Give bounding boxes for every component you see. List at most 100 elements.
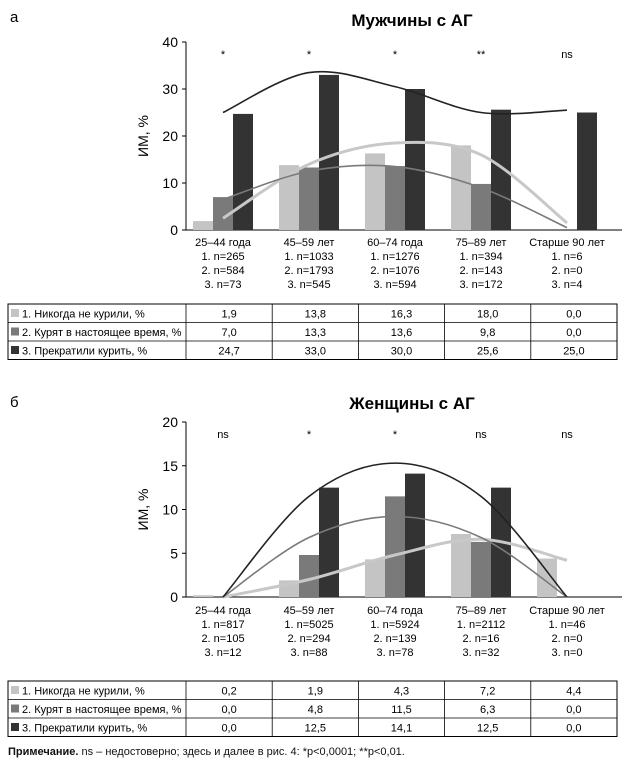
count-label: 2. n=139 [373,633,416,645]
legend-entry: 3. Прекратили курить, % [22,723,147,735]
x-tick-label: 75–89 лет [456,237,507,249]
panel-letter: б [10,394,19,411]
y-tick-label: 10 [162,175,178,191]
count-label: 3. n=4 [552,279,583,291]
table-cell-value: 13,8 [305,309,326,321]
count-label: 1. n=5025 [284,619,333,631]
table-cell-value: 13,6 [391,327,412,339]
y-tick-label: 20 [162,414,178,430]
table-cell-value: 0,0 [566,723,581,735]
count-label: 1. n=5924 [370,619,419,631]
count-label: 1. n=6 [552,251,583,263]
count-label: 1. n=2112 [457,619,505,631]
significance-marker: ns [475,429,487,441]
legend-swatch-2 [11,704,19,713]
significance-marker: ns [561,429,573,441]
count-label: 3. n=78 [376,647,413,659]
table-cell-value: 24,7 [218,346,239,358]
footnote: Примечание. ns – недостоверно; здесь и д… [8,746,618,758]
table-cell-value: 16,3 [391,309,412,321]
significance-marker: ns [217,429,229,441]
count-label: 3. n=172 [459,279,502,291]
bar-3 [319,74,339,231]
count-label: 1. n=394 [459,251,502,263]
count-label: 3. n=594 [373,279,416,291]
table-cell-value: 9,8 [480,327,495,339]
bar-3 [319,487,339,597]
y-axis-label: ИМ, % [135,489,151,531]
significance-marker: * [307,49,312,61]
trend-line-1 [222,140,568,225]
chart-panel-1: а Мужчины с АГ ИМ, % 0 10 20 30 40 * 25–44 года 1.… [7,9,622,360]
bar-1 [537,558,557,597]
significance-marker: ns [561,49,573,61]
count-label: 3. n=32 [462,647,499,659]
significance-marker: ** [477,49,486,61]
x-tick-label: 25–44 года [195,237,252,249]
count-label: 1. n=1276 [370,251,419,263]
bar-3 [405,473,425,597]
table-cell-value: 14,1 [391,723,412,735]
legend-swatch-2 [11,327,19,336]
count-label: 2. n=1793 [284,265,333,277]
bar-2 [213,197,233,230]
table-cell-value: 7,2 [480,686,495,698]
x-tick-label: Старше 90 лет [529,605,605,617]
significance-marker: * [393,49,398,61]
count-label: 3. n=88 [290,647,327,659]
count-label: 2. n=1076 [370,265,419,277]
significance-marker: * [393,429,398,441]
x-tick-label: 45–59 лет [284,237,335,249]
bar-3 [577,112,597,230]
x-tick-label: 45–59 лет [284,605,335,617]
table-cell-value: 6,3 [480,704,495,716]
bar-1 [193,221,213,230]
bar-1 [365,153,385,230]
panel-letter: а [10,9,19,26]
count-label: 2. n=0 [552,633,583,645]
table-cell-value: 12,5 [305,723,326,735]
significance-marker: * [221,49,226,61]
legend-entry: 1. Никогда не курили, % [22,309,145,321]
table-cell-value: 11,5 [391,704,412,716]
table-cell-value: 25,6 [477,346,498,358]
footnote-text: ns – недостоверно; здесь и далее в рис. … [78,746,405,758]
legend-swatch-1 [11,686,19,694]
count-label: 3. n=12 [204,647,241,659]
table-cell-value: 0,0 [221,704,236,716]
table-cell-value: 4,4 [566,686,581,698]
count-label: 3. n=545 [287,279,330,291]
trend-line-2 [222,164,568,229]
y-tick-label: 40 [162,34,178,50]
bar-2 [471,183,491,230]
table-cell-value: 25,0 [563,346,584,358]
count-label: 1. n=817 [201,619,244,631]
data-table [7,303,618,360]
table-cell-value: 18,0 [477,309,498,321]
trend-line-3 [222,70,568,115]
y-tick-label: 0 [170,222,178,238]
count-label: 3. n=73 [204,279,241,291]
table-cell-value: 0,2 [221,686,236,698]
table-cell-value: 0,0 [221,723,236,735]
y-axis-label: ИМ, % [135,115,151,157]
x-tick-label: 25–44 года [195,605,252,617]
bar-3 [405,89,425,230]
count-label: 2. n=16 [462,633,499,645]
bar-1 [451,145,471,230]
table-cell-value: 12,5 [477,723,498,735]
table-cell-value: 33,0 [305,346,326,358]
legend-entry: 2. Курят в настоящее время, % [22,704,182,716]
table-cell-value: 4,8 [308,704,323,716]
bar-1 [451,534,471,597]
y-tick-label: 20 [162,128,178,144]
chart-panel-2: б Женщины с АГ ИМ, % 0 5 10 15 20 ns 25–44 года 1.… [7,394,622,737]
table-cell-value: 30,0 [391,346,412,358]
legend-entry: 3. Прекратили курить, % [22,346,147,358]
legend-swatch-1 [11,309,19,317]
legend-swatch-3 [11,346,19,354]
y-tick-label: 5 [170,545,178,561]
bar-1 [279,165,299,230]
count-label: 1. n=1033 [284,251,333,263]
